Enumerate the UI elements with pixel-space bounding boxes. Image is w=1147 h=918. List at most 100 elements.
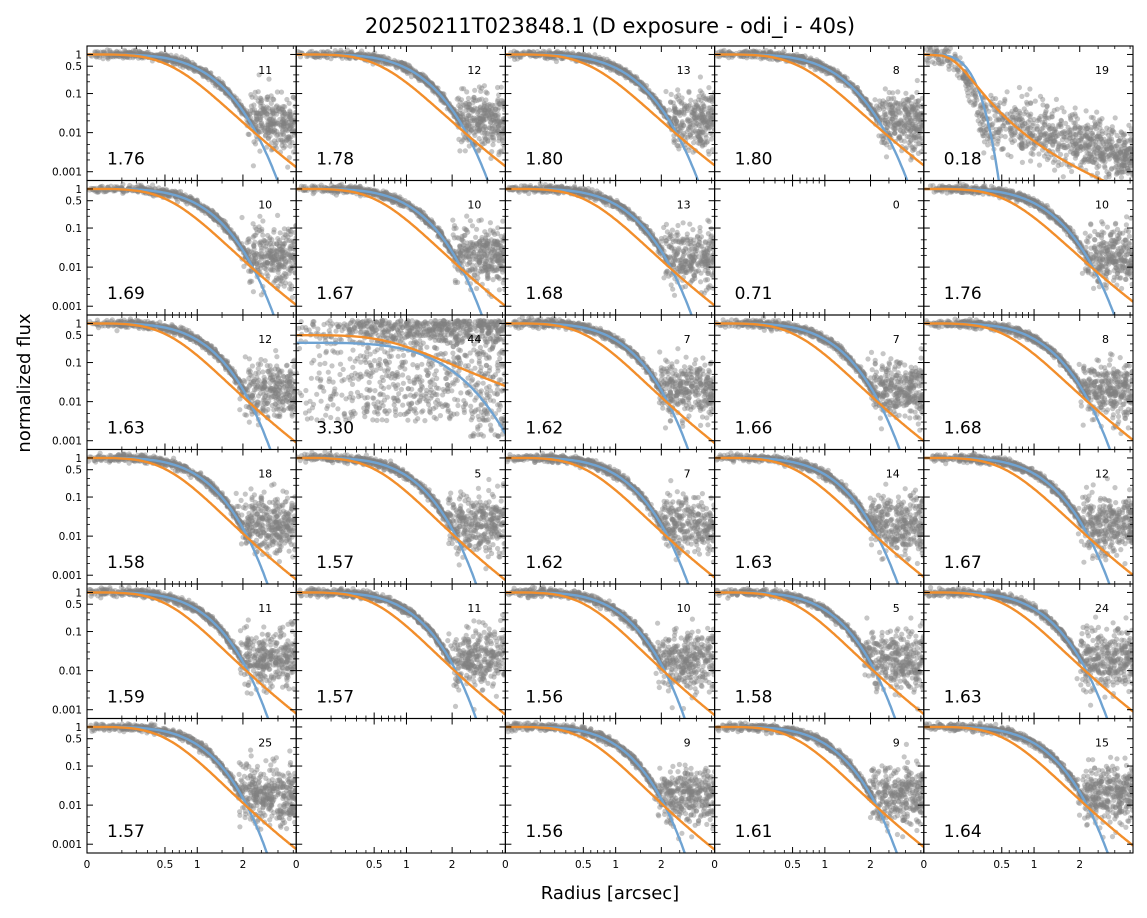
psf-point bbox=[501, 100, 506, 106]
psf-point bbox=[1122, 153, 1128, 159]
psf-point bbox=[1074, 150, 1080, 156]
psf-point bbox=[1055, 147, 1061, 153]
psf-point bbox=[454, 96, 460, 102]
psf-point bbox=[885, 121, 892, 127]
psf-point bbox=[268, 116, 274, 122]
psf-point bbox=[286, 100, 292, 106]
psf-point bbox=[283, 127, 289, 133]
psf-point bbox=[880, 98, 886, 104]
psf-point bbox=[496, 130, 502, 136]
psf-point bbox=[900, 97, 907, 103]
psf-point bbox=[1027, 130, 1033, 136]
psf-point bbox=[681, 130, 687, 136]
psf-point bbox=[703, 125, 709, 131]
psf-point bbox=[253, 118, 259, 124]
psf-point bbox=[272, 121, 278, 127]
psf-point bbox=[760, 49, 767, 55]
psf-point bbox=[708, 120, 714, 126]
psf-point bbox=[887, 102, 894, 108]
psf-point bbox=[483, 116, 489, 122]
fwhm-label: 1.80 bbox=[735, 150, 773, 170]
psf-point bbox=[255, 126, 261, 132]
psf-point bbox=[477, 105, 483, 111]
psf-point bbox=[882, 117, 888, 123]
psf-point bbox=[907, 120, 913, 126]
psf-point bbox=[341, 49, 347, 55]
psf-point bbox=[133, 47, 139, 54]
psf-point bbox=[916, 116, 922, 122]
psf-point bbox=[1066, 135, 1072, 141]
psf-point bbox=[799, 53, 806, 59]
psf-point bbox=[910, 125, 916, 131]
psf-point bbox=[703, 139, 710, 145]
psf-point bbox=[1106, 171, 1112, 177]
psf-point bbox=[1094, 170, 1101, 176]
psf-point bbox=[1105, 139, 1111, 145]
psf-point bbox=[280, 124, 286, 130]
psf-point bbox=[695, 104, 701, 110]
psf-point bbox=[697, 133, 703, 139]
psf-point bbox=[1010, 114, 1016, 120]
psf-point bbox=[963, 78, 969, 84]
psf-point bbox=[691, 110, 697, 116]
psf-point bbox=[497, 101, 503, 107]
psf-point bbox=[1128, 136, 1133, 142]
psf-point bbox=[479, 130, 485, 136]
psf-point bbox=[421, 72, 427, 78]
psf-point bbox=[219, 79, 225, 85]
psf-point bbox=[275, 131, 281, 137]
psf-point bbox=[902, 118, 908, 124]
psf-point bbox=[381, 54, 387, 60]
psf-point bbox=[461, 119, 467, 126]
psf-point bbox=[748, 49, 754, 55]
psf-point bbox=[279, 106, 285, 112]
psf-point bbox=[978, 127, 984, 133]
psf-point bbox=[260, 105, 266, 111]
psf-point bbox=[274, 120, 280, 126]
psf-point bbox=[287, 111, 293, 117]
psf-point bbox=[798, 53, 804, 60]
psf-point bbox=[182, 56, 188, 62]
psf-point bbox=[1051, 126, 1057, 132]
psf-point bbox=[919, 111, 924, 118]
psf-point bbox=[280, 108, 286, 114]
psf-point bbox=[699, 118, 705, 124]
psf-point bbox=[919, 135, 924, 141]
psf-point bbox=[499, 97, 505, 104]
psf-point bbox=[406, 62, 412, 68]
psf-point bbox=[706, 120, 712, 126]
psf-point bbox=[1017, 113, 1023, 119]
psf-point bbox=[117, 49, 123, 55]
moffat-fit-line bbox=[87, 53, 297, 169]
psf-point bbox=[480, 116, 486, 122]
psf-point bbox=[888, 107, 895, 113]
psf-point bbox=[902, 114, 908, 120]
psf-point bbox=[1036, 162, 1043, 168]
psf-point bbox=[1072, 155, 1078, 161]
psf-point bbox=[916, 134, 922, 140]
psf-point bbox=[904, 109, 910, 115]
psf-point bbox=[616, 63, 622, 69]
psf-point bbox=[1130, 171, 1133, 177]
psf-point bbox=[477, 115, 483, 122]
psf-point bbox=[1126, 122, 1132, 128]
psf-point bbox=[889, 116, 895, 122]
psf-point bbox=[704, 123, 711, 129]
psf-point bbox=[544, 56, 551, 62]
psf-point bbox=[1083, 143, 1089, 149]
psf-point bbox=[491, 102, 497, 109]
psf-point bbox=[268, 113, 274, 119]
psf-point bbox=[877, 98, 883, 104]
psf-point bbox=[903, 127, 909, 133]
psf-point bbox=[248, 108, 254, 114]
psf-point bbox=[267, 121, 273, 127]
psf-point bbox=[402, 68, 408, 74]
psf-point bbox=[678, 100, 684, 106]
psf-point bbox=[707, 115, 714, 121]
psf-point bbox=[1103, 141, 1109, 147]
psf-point bbox=[909, 123, 915, 129]
psf-point bbox=[1002, 134, 1008, 140]
psf-point bbox=[280, 112, 286, 118]
psf-point bbox=[689, 110, 696, 116]
y-axis-label: normalized flux bbox=[14, 313, 35, 452]
